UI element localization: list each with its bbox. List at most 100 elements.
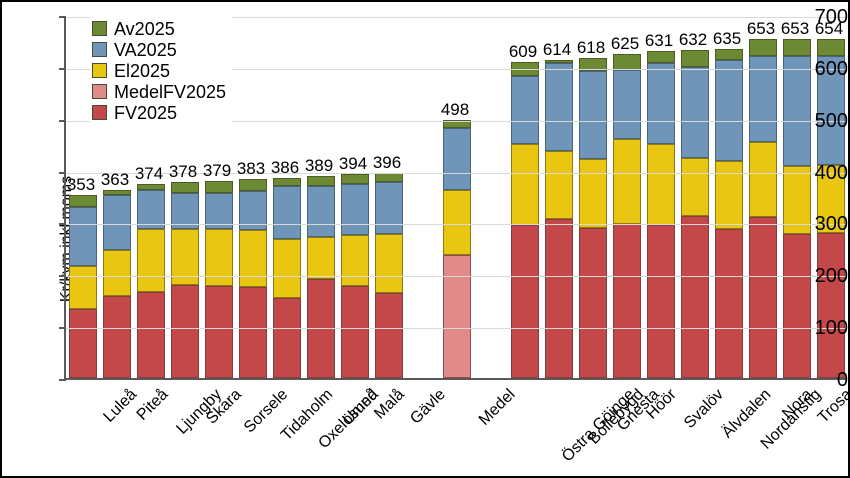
bar-segment-av2025[interactable]: [341, 173, 369, 185]
stacked-bar[interactable]: [103, 15, 131, 378]
bar-segment-av2025[interactable]: [749, 39, 777, 57]
bar-segment-fv2025[interactable]: [579, 228, 607, 378]
bar-segment-va2025[interactable]: [817, 56, 845, 165]
legend-item[interactable]: MedelFV2025: [92, 81, 226, 102]
bar-segment-fv2025[interactable]: [341, 286, 369, 378]
bar-segment-va2025[interactable]: [545, 63, 573, 152]
legend-item[interactable]: El2025: [92, 60, 226, 81]
bar-segment-av2025[interactable]: [273, 177, 301, 186]
bar-segment-el2025[interactable]: [307, 236, 335, 279]
bar-segment-av2025[interactable]: [205, 181, 233, 193]
legend-item[interactable]: VA2025: [92, 39, 226, 60]
bar-segment-fv2025[interactable]: [69, 309, 97, 378]
bar-segment-va2025[interactable]: [511, 76, 539, 144]
bar-segment-el2025[interactable]: [171, 228, 199, 285]
bar-segment-fv2025[interactable]: [647, 225, 675, 378]
bar-segment-el2025[interactable]: [613, 138, 641, 224]
stacked-bar[interactable]: [715, 15, 743, 378]
stacked-bar[interactable]: [307, 15, 335, 378]
bar-segment-av2025[interactable]: [783, 39, 811, 57]
bar-segment-fv2025[interactable]: [817, 232, 845, 378]
bar-segment-medelfv2025[interactable]: [443, 255, 471, 378]
bar-segment-fv2025[interactable]: [783, 234, 811, 378]
bar-segment-el2025[interactable]: [69, 265, 97, 310]
bar-segment-va2025[interactable]: [341, 184, 369, 235]
bar-segment-va2025[interactable]: [137, 190, 165, 230]
bar-segment-el2025[interactable]: [579, 159, 607, 229]
bar-segment-el2025[interactable]: [341, 234, 369, 287]
bar-segment-av2025[interactable]: [579, 57, 607, 71]
bar-segment-el2025[interactable]: [715, 160, 743, 229]
bar-segment-av2025[interactable]: [375, 172, 403, 182]
stacked-bar[interactable]: [69, 15, 97, 378]
stacked-bar[interactable]: [545, 15, 573, 378]
bar-segment-av2025[interactable]: [239, 179, 267, 192]
stacked-bar[interactable]: [443, 15, 471, 378]
bar-segment-el2025[interactable]: [511, 143, 539, 225]
bar-segment-fv2025[interactable]: [715, 228, 743, 378]
bar-segment-el2025[interactable]: [817, 164, 845, 233]
bar-segment-fv2025[interactable]: [171, 284, 199, 378]
bar-segment-va2025[interactable]: [783, 56, 811, 167]
stacked-bar[interactable]: [375, 15, 403, 378]
bar-segment-av2025[interactable]: [681, 50, 709, 67]
stacked-bar[interactable]: [681, 15, 709, 378]
bar-segment-av2025[interactable]: [647, 50, 675, 64]
bar-segment-av2025[interactable]: [137, 184, 165, 191]
stacked-bar[interactable]: [817, 15, 845, 378]
bar-segment-av2025[interactable]: [817, 38, 845, 57]
bar-segment-va2025[interactable]: [239, 191, 267, 231]
bar-segment-va2025[interactable]: [205, 192, 233, 229]
bar-segment-av2025[interactable]: [715, 48, 743, 61]
legend-item[interactable]: Av2025: [92, 18, 226, 39]
bar-segment-va2025[interactable]: [613, 69, 641, 139]
bar-segment-av2025[interactable]: [171, 181, 199, 194]
bar-segment-fv2025[interactable]: [749, 217, 777, 378]
bar-segment-el2025[interactable]: [375, 234, 403, 294]
bar-segment-el2025[interactable]: [647, 144, 675, 225]
stacked-bar[interactable]: [783, 15, 811, 378]
bar-segment-av2025[interactable]: [307, 176, 335, 186]
bar-segment-fv2025[interactable]: [205, 286, 233, 378]
bar-segment-el2025[interactable]: [205, 228, 233, 287]
bar-segment-va2025[interactable]: [749, 56, 777, 143]
bar-segment-va2025[interactable]: [307, 185, 335, 237]
bar-segment-va2025[interactable]: [171, 193, 199, 229]
bar-segment-el2025[interactable]: [749, 142, 777, 218]
stacked-bar[interactable]: [647, 15, 675, 378]
bar-segment-el2025[interactable]: [681, 158, 709, 217]
stacked-bar[interactable]: [613, 15, 641, 378]
bar-segment-fv2025[interactable]: [375, 293, 403, 378]
bar-segment-el2025[interactable]: [783, 166, 811, 235]
bar-segment-el2025[interactable]: [137, 229, 165, 292]
bar-segment-av2025[interactable]: [103, 189, 131, 196]
bar-segment-va2025[interactable]: [69, 206, 97, 266]
bar-segment-av2025[interactable]: [613, 53, 641, 70]
bar-segment-el2025[interactable]: [273, 238, 301, 298]
bar-segment-fv2025[interactable]: [137, 291, 165, 378]
stacked-bar[interactable]: [273, 15, 301, 378]
bar-segment-va2025[interactable]: [715, 60, 743, 161]
bar-segment-va2025[interactable]: [443, 127, 471, 190]
stacked-bar[interactable]: [137, 15, 165, 378]
bar-segment-va2025[interactable]: [681, 66, 709, 159]
bar-segment-va2025[interactable]: [647, 63, 675, 145]
bar-segment-va2025[interactable]: [579, 71, 607, 160]
stacked-bar[interactable]: [749, 15, 777, 378]
bar-segment-el2025[interactable]: [103, 249, 131, 297]
bar-segment-fv2025[interactable]: [681, 216, 709, 378]
stacked-bar[interactable]: [171, 15, 199, 378]
bar-segment-fv2025[interactable]: [103, 296, 131, 378]
bar-segment-fv2025[interactable]: [273, 297, 301, 378]
bar-segment-el2025[interactable]: [545, 151, 573, 219]
bar-segment-fv2025[interactable]: [239, 287, 267, 378]
stacked-bar[interactable]: [579, 15, 607, 378]
bar-segment-av2025[interactable]: [443, 119, 471, 128]
bar-segment-el2025[interactable]: [239, 230, 267, 288]
stacked-bar[interactable]: [239, 15, 267, 378]
bar-segment-el2025[interactable]: [443, 189, 471, 256]
bar-segment-va2025[interactable]: [273, 185, 301, 239]
bar-segment-av2025[interactable]: [69, 194, 97, 207]
bar-segment-va2025[interactable]: [375, 181, 403, 235]
bar-segment-fv2025[interactable]: [545, 218, 573, 378]
